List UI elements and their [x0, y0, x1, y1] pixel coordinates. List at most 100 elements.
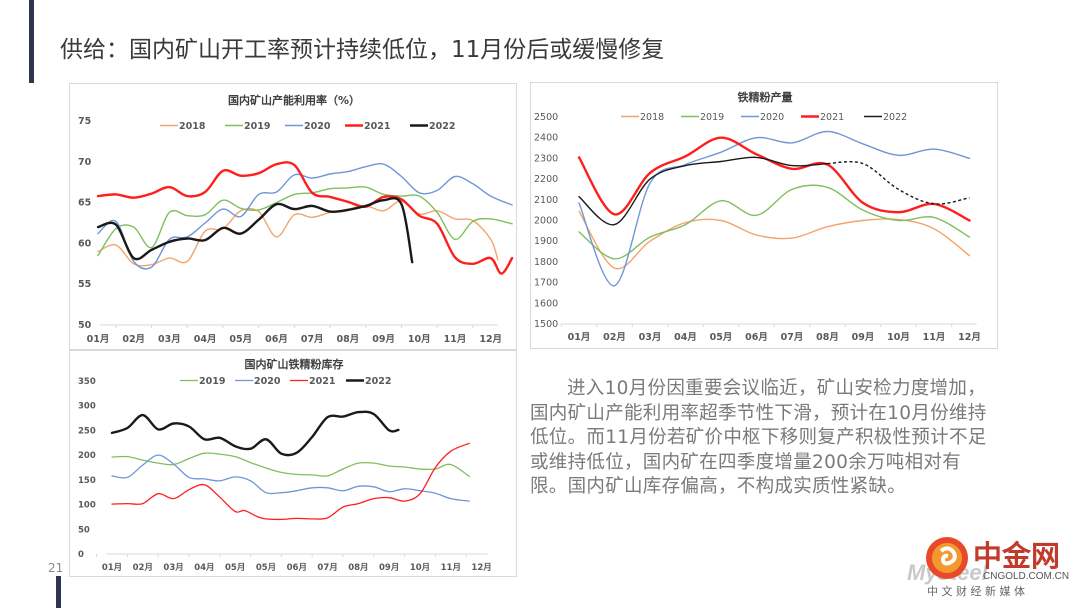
x-tick-label: 03月 — [163, 563, 183, 573]
x-tick-label: 06月 — [287, 563, 307, 573]
y-tick-label: 55 — [78, 279, 91, 290]
y-tick-label: 1500 — [534, 319, 558, 330]
y-tick-label: 75 — [78, 116, 91, 127]
legend-label-2021: 2021 — [364, 121, 390, 132]
x-tick-label: 01月 — [568, 332, 591, 343]
legend-label-2022: 2022 — [365, 376, 391, 387]
series-forecast-line-2022 — [827, 161, 970, 205]
x-tick-label: 08月 — [816, 332, 839, 343]
x-tick-label: 11月 — [441, 563, 461, 573]
y-tick-label: 350 — [78, 377, 96, 387]
utilization-chart: 国内矿山产能利用率（%） 75 70 65 60 55 50 01月 02月 03月 04月 05月 0… — [78, 93, 514, 345]
y-tick-label: 0 — [78, 550, 84, 560]
x-tick-label: 05月 — [256, 563, 276, 573]
x-tick-label: 11月 — [444, 334, 467, 345]
chart-title: 铁精粉产量 — [738, 90, 793, 104]
legend-label-2018: 2018 — [179, 121, 206, 132]
y-tick-label: 1600 — [534, 298, 558, 309]
x-tick-label: 02月 — [133, 563, 153, 573]
inventory-chart-panel: 国内矿山铁精粉库存 350 300 250 200 150 100 50 0 01月 02月 03月 0… — [69, 350, 517, 577]
y-tick-label: 300 — [78, 402, 96, 412]
logo-swirl — [939, 546, 957, 566]
logo-name: 中金网 — [973, 539, 1060, 573]
series-line-2021 — [111, 442, 470, 521]
series-line-2019 — [578, 184, 971, 260]
series-line-2019 — [111, 452, 470, 478]
y-tick-label: 65 — [78, 198, 91, 209]
x-tick-label: 08月 — [348, 563, 368, 573]
x-tick-label: 04月 — [194, 334, 217, 345]
x-tick-label: 12月 — [958, 332, 981, 343]
x-tick-label: 04月 — [674, 332, 697, 343]
legend-label-2021: 2021 — [309, 376, 335, 387]
series-line-2022 — [110, 410, 400, 457]
x-tick-label: 12月 — [479, 334, 502, 345]
y-tick-label: 100 — [78, 501, 96, 511]
logo-tagline: 中 文 财 经 新 媒 体 — [927, 584, 1025, 598]
y-tick-label: 1700 — [534, 278, 558, 289]
x-tick-label: 09月 — [379, 563, 399, 573]
y-tick-label: 50 — [78, 320, 92, 331]
logo-domain: CNGOLD.COM.CN — [983, 571, 1069, 582]
series-line-2022 — [578, 156, 829, 226]
y-tick-label: 2500 — [534, 112, 558, 123]
y-tick-label: 200 — [78, 451, 96, 461]
series-line-2022 — [96, 197, 414, 264]
legend-label-2019: 2019 — [199, 376, 225, 387]
x-tick-label: 08月 — [337, 334, 360, 345]
series-line-2019 — [97, 186, 513, 257]
legend-label-2021: 2021 — [820, 112, 844, 123]
x-tick-label: 10月 — [887, 332, 910, 343]
x-tick-label: 02月 — [122, 334, 145, 345]
x-tick-label: 09月 — [852, 332, 875, 343]
cngold-logo: Mysteel 中金网 CNGOLD.COM.CN 中 文 财 经 新 媒 体 — [905, 533, 1080, 608]
x-tick-label: 05月 — [225, 563, 245, 573]
y-tick-label: 150 — [78, 476, 96, 486]
x-tick-label: 06月 — [265, 334, 288, 345]
legend-label-2022: 2022 — [883, 112, 907, 123]
x-tick-label: 05月 — [229, 334, 252, 345]
series-line-2021 — [577, 136, 971, 222]
x-tick-label: 06月 — [745, 332, 768, 343]
page-number: 21 — [48, 561, 64, 575]
chart-title: 国内矿山产能利用率（%） — [228, 93, 360, 107]
x-tick-label: 07月 — [301, 334, 324, 345]
utilization-chart-panel: 国内矿山产能利用率（%） 75 70 65 60 55 50 01月 02月 03月 04月 05月 0… — [69, 83, 517, 350]
legend-label-2018: 2018 — [640, 112, 664, 123]
x-tick-label: 12月 — [471, 563, 491, 573]
series-line-2020 — [111, 454, 470, 502]
series-line-2020 — [578, 130, 971, 287]
x-tick-label: 01月 — [102, 563, 122, 573]
y-tick-label: 50 — [78, 525, 90, 535]
production-chart-panel: 铁精粉产量 2500 2400 2300 2200 2100 2000 1900 1800 170… — [530, 82, 998, 349]
y-tick-label: 2300 — [534, 153, 558, 164]
series-line-2018 — [97, 200, 499, 267]
x-tick-label: 05月 — [710, 332, 733, 343]
y-tick-label: 2400 — [534, 133, 558, 144]
y-tick-label: 70 — [78, 157, 92, 168]
page-title: 供给：国内矿山开工率预计持续低位，11月份后或缓慢修复 — [60, 37, 665, 63]
y-tick-label: 1800 — [534, 257, 558, 268]
legend-label-2022: 2022 — [429, 121, 455, 132]
series-line-2021 — [96, 161, 514, 275]
legend-label-2020: 2020 — [304, 121, 331, 132]
x-tick-label: 10月 — [408, 334, 431, 345]
x-tick-label: 03月 — [158, 334, 181, 345]
x-tick-label: 09月 — [372, 334, 395, 345]
legend-label-2020: 2020 — [254, 376, 281, 387]
x-tick-label: 02月 — [603, 332, 626, 343]
x-tick-label: 07月 — [781, 332, 804, 343]
y-tick-label: 1900 — [534, 236, 558, 247]
x-tick-label: 11月 — [923, 332, 946, 343]
x-tick-label: 07月 — [317, 563, 337, 573]
body-text: 进入10月份因重要会议临近，矿山安检力度增加，国内矿山产能利用率超季节性下滑，预… — [530, 378, 987, 497]
x-tick-label: 03月 — [639, 332, 662, 343]
legend-label-2019: 2019 — [700, 112, 724, 123]
x-tick-label: 10月 — [410, 563, 430, 573]
y-tick-label: 2000 — [534, 216, 558, 227]
y-tick-label: 60 — [78, 238, 92, 249]
y-tick-label: 2200 — [534, 174, 558, 185]
series-line-2020 — [97, 163, 513, 270]
legend-label-2020: 2020 — [760, 112, 784, 123]
legend-label-2019: 2019 — [244, 121, 270, 132]
